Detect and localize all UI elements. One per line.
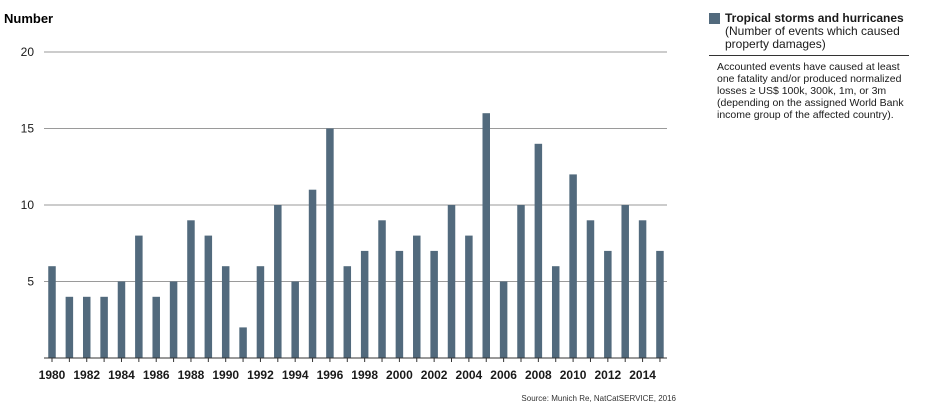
legend-entry: Tropical storms and hurricanes [709, 12, 909, 25]
bars [48, 113, 664, 358]
bar-1987 [169, 281, 178, 358]
bar-2006 [499, 281, 508, 358]
bar-2011 [586, 220, 595, 358]
bar-2002 [430, 250, 438, 358]
y-tick-label: 20 [21, 45, 35, 59]
x-tick-label: 1992 [247, 368, 274, 382]
x-tick-label: 1994 [282, 368, 309, 382]
bar-2003 [447, 205, 456, 358]
bar-2009 [551, 266, 560, 358]
bar-1993 [274, 205, 282, 358]
x-tick-label: 2002 [421, 368, 448, 382]
legend-swatch [709, 13, 720, 24]
bar-2001 [413, 235, 421, 358]
y-tick-label: 10 [21, 198, 35, 212]
bar-2010 [569, 174, 577, 358]
bar-1986 [152, 296, 160, 358]
y-axis-title: Number [4, 11, 53, 26]
bar-2007 [517, 205, 525, 358]
bar-1981 [65, 296, 74, 358]
x-tick-label: 2010 [560, 368, 587, 382]
source-note: Source: Munich Re, NatCatSERVICE, 2016 [521, 394, 676, 403]
bar-2014 [638, 220, 647, 358]
bar-2005 [482, 113, 490, 358]
bar-2004 [465, 235, 473, 358]
x-tick-label: 1982 [73, 368, 100, 382]
x-tick-label: 2014 [629, 368, 656, 382]
x-tick-label: 1988 [178, 368, 205, 382]
bar-1996 [326, 128, 334, 358]
x-tick-label: 1998 [351, 368, 378, 382]
bar-1988 [187, 220, 195, 358]
x-tick-label: 2004 [456, 368, 483, 382]
gridlines [44, 51, 667, 282]
x-tick-label: 2000 [386, 368, 413, 382]
x-tick-label: 2008 [525, 368, 552, 382]
legend-subtitle: (Number of events which caused property … [725, 24, 900, 51]
x-tick-label: 1996 [317, 368, 344, 382]
bar-1990 [221, 266, 230, 358]
y-tick-label: 15 [21, 122, 35, 136]
bar-2000 [395, 250, 404, 358]
bar-1985 [135, 235, 143, 358]
x-tick-label: 1990 [212, 368, 239, 382]
legend: Tropical storms and hurricanes (Number o… [709, 12, 909, 121]
bar-1997 [343, 266, 352, 358]
bar-1998 [360, 250, 369, 358]
bar-1991 [239, 327, 247, 358]
x-axis-ticks: 1980 1982 1984 1986 1988 1990 1992 1994 1996 1998… [39, 358, 661, 382]
legend-series-label: Tropical storms and hurricanes [725, 11, 904, 25]
bar-2013 [621, 205, 629, 358]
bar-1999 [378, 220, 386, 358]
bar-1992 [256, 266, 265, 358]
bar-1989 [204, 235, 213, 358]
legend-divider [709, 55, 909, 56]
x-tick-label: 1986 [143, 368, 170, 382]
bar-1980 [48, 266, 56, 358]
bar-2015 [656, 250, 664, 358]
x-tick-label: 1980 [39, 368, 66, 382]
legend-note: Accounted events have caused at least on… [717, 61, 904, 121]
y-axis-ticks: 5 10 15 20 [21, 45, 35, 289]
x-tick-label: 2012 [594, 368, 621, 382]
bar-1995 [308, 189, 317, 358]
bar-2012 [604, 250, 612, 358]
y-tick-label: 5 [27, 275, 34, 289]
x-tick-label: 2006 [490, 368, 517, 382]
x-tick-label: 1984 [108, 368, 135, 382]
bar-1994 [291, 281, 299, 358]
bar-1982 [82, 296, 91, 358]
bar-1984 [117, 281, 126, 358]
bar-2008 [534, 143, 543, 358]
bar-1983 [100, 296, 108, 358]
